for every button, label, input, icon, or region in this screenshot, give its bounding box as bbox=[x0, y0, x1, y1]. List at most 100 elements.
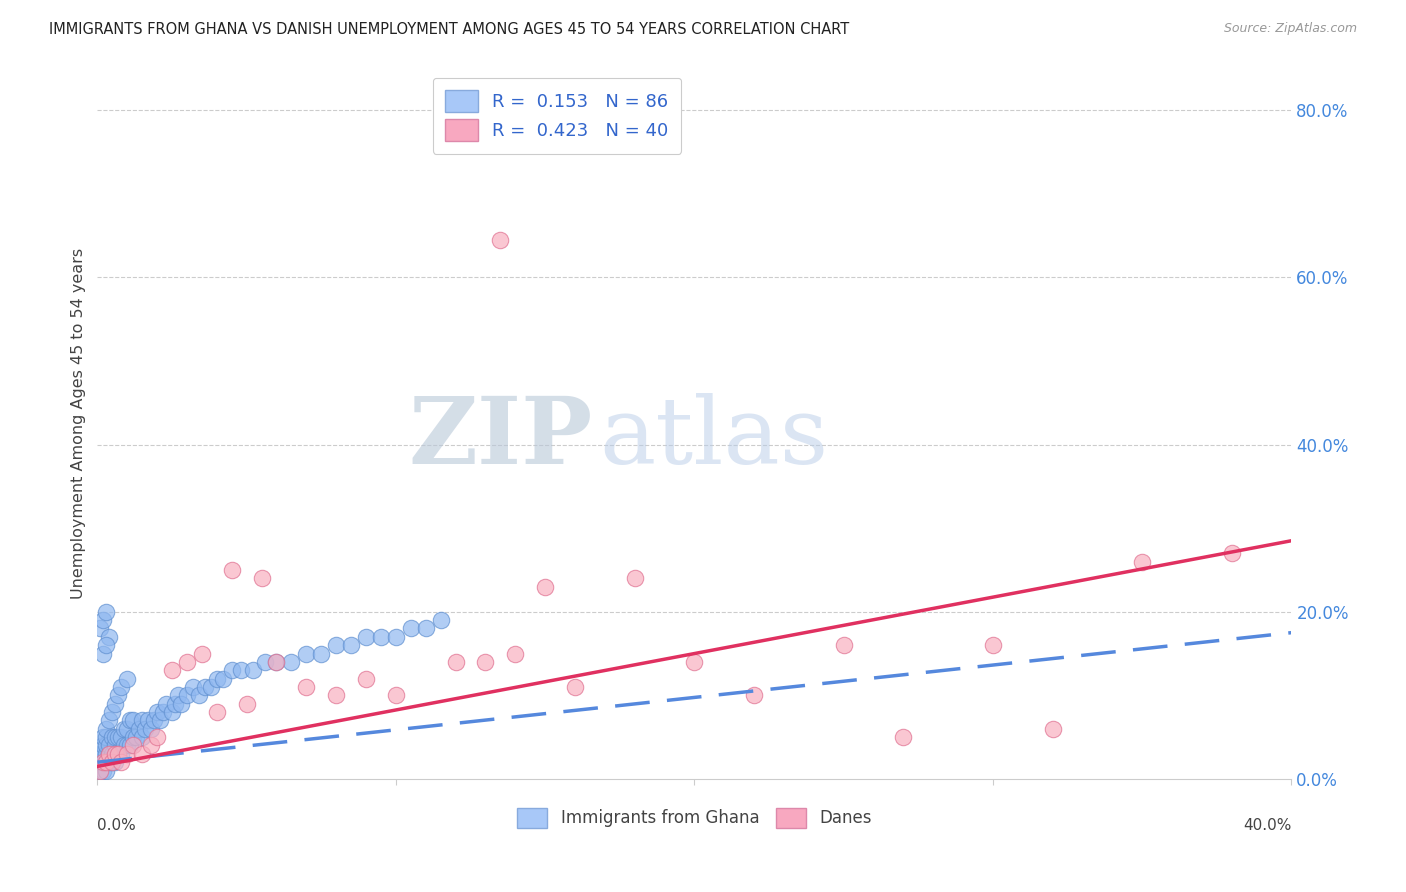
Point bbox=[266, 655, 288, 669]
Point bbox=[176, 655, 198, 669]
Point bbox=[139, 722, 162, 736]
Point bbox=[110, 680, 132, 694]
Point bbox=[115, 672, 138, 686]
Point bbox=[110, 755, 132, 769]
Point bbox=[120, 739, 142, 753]
Point bbox=[280, 655, 302, 669]
Text: atlas: atlas bbox=[599, 393, 828, 483]
Point bbox=[832, 638, 855, 652]
Point bbox=[229, 663, 252, 677]
Point bbox=[101, 755, 124, 769]
Point bbox=[104, 697, 127, 711]
Point bbox=[489, 233, 512, 247]
Point bbox=[205, 672, 228, 686]
Legend: Immigrants from Ghana, Danes: Immigrants from Ghana, Danes bbox=[510, 801, 879, 835]
Point bbox=[742, 689, 765, 703]
Point bbox=[187, 689, 209, 703]
Point bbox=[98, 714, 121, 728]
Point bbox=[91, 747, 114, 761]
Point bbox=[104, 730, 127, 744]
Point bbox=[96, 755, 118, 769]
Point bbox=[96, 605, 118, 619]
Point bbox=[235, 697, 257, 711]
Point bbox=[101, 705, 124, 719]
Point bbox=[89, 755, 111, 769]
Point bbox=[1042, 722, 1064, 736]
Text: 0.0%: 0.0% bbox=[97, 818, 136, 833]
Point bbox=[96, 739, 118, 753]
Point bbox=[101, 730, 124, 744]
Point bbox=[91, 755, 114, 769]
Point bbox=[534, 580, 557, 594]
Point bbox=[98, 747, 121, 761]
Point bbox=[415, 622, 437, 636]
Point bbox=[211, 672, 233, 686]
Point bbox=[131, 730, 153, 744]
Point bbox=[125, 730, 148, 744]
Point bbox=[325, 638, 347, 652]
Point bbox=[221, 663, 243, 677]
Point bbox=[96, 722, 118, 736]
Point bbox=[191, 647, 214, 661]
Point bbox=[98, 755, 121, 769]
Point bbox=[104, 747, 127, 761]
Point bbox=[115, 722, 138, 736]
Point bbox=[194, 680, 217, 694]
Point bbox=[143, 714, 166, 728]
Point bbox=[295, 680, 318, 694]
Point bbox=[429, 613, 451, 627]
Text: IMMIGRANTS FROM GHANA VS DANISH UNEMPLOYMENT AMONG AGES 45 TO 54 YEARS CORRELATI: IMMIGRANTS FROM GHANA VS DANISH UNEMPLOY… bbox=[49, 22, 849, 37]
Point bbox=[91, 764, 114, 778]
Point bbox=[370, 630, 392, 644]
Point bbox=[149, 714, 172, 728]
Point bbox=[354, 630, 377, 644]
Point bbox=[385, 689, 408, 703]
Point bbox=[295, 647, 318, 661]
Point bbox=[98, 747, 121, 761]
Point bbox=[122, 739, 145, 753]
Text: 40.0%: 40.0% bbox=[1243, 818, 1292, 833]
Point bbox=[981, 638, 1004, 652]
Point bbox=[160, 663, 183, 677]
Point bbox=[155, 697, 177, 711]
Point bbox=[176, 689, 198, 703]
Point bbox=[181, 680, 204, 694]
Point bbox=[399, 622, 422, 636]
Point bbox=[115, 747, 138, 761]
Point bbox=[444, 655, 467, 669]
Point bbox=[96, 747, 118, 761]
Point bbox=[112, 722, 135, 736]
Point bbox=[96, 638, 118, 652]
Point bbox=[134, 722, 156, 736]
Point bbox=[128, 722, 150, 736]
Point bbox=[107, 689, 129, 703]
Point bbox=[96, 730, 118, 744]
Text: ZIP: ZIP bbox=[409, 393, 593, 483]
Point bbox=[340, 638, 363, 652]
Point bbox=[170, 697, 193, 711]
Point bbox=[354, 672, 377, 686]
Point bbox=[101, 747, 124, 761]
Point bbox=[89, 622, 111, 636]
Point bbox=[160, 705, 183, 719]
Point bbox=[131, 714, 153, 728]
Point bbox=[115, 739, 138, 753]
Point bbox=[250, 571, 273, 585]
Point bbox=[146, 705, 169, 719]
Point bbox=[167, 689, 190, 703]
Point bbox=[1130, 555, 1153, 569]
Point bbox=[623, 571, 645, 585]
Point bbox=[110, 730, 132, 744]
Point bbox=[96, 764, 118, 778]
Point bbox=[200, 680, 222, 694]
Point bbox=[325, 689, 347, 703]
Point bbox=[474, 655, 496, 669]
Point bbox=[266, 655, 288, 669]
Point bbox=[152, 705, 174, 719]
Point bbox=[893, 730, 915, 744]
Point bbox=[112, 739, 135, 753]
Point bbox=[107, 730, 129, 744]
Point bbox=[253, 655, 276, 669]
Point bbox=[131, 747, 153, 761]
Point bbox=[205, 705, 228, 719]
